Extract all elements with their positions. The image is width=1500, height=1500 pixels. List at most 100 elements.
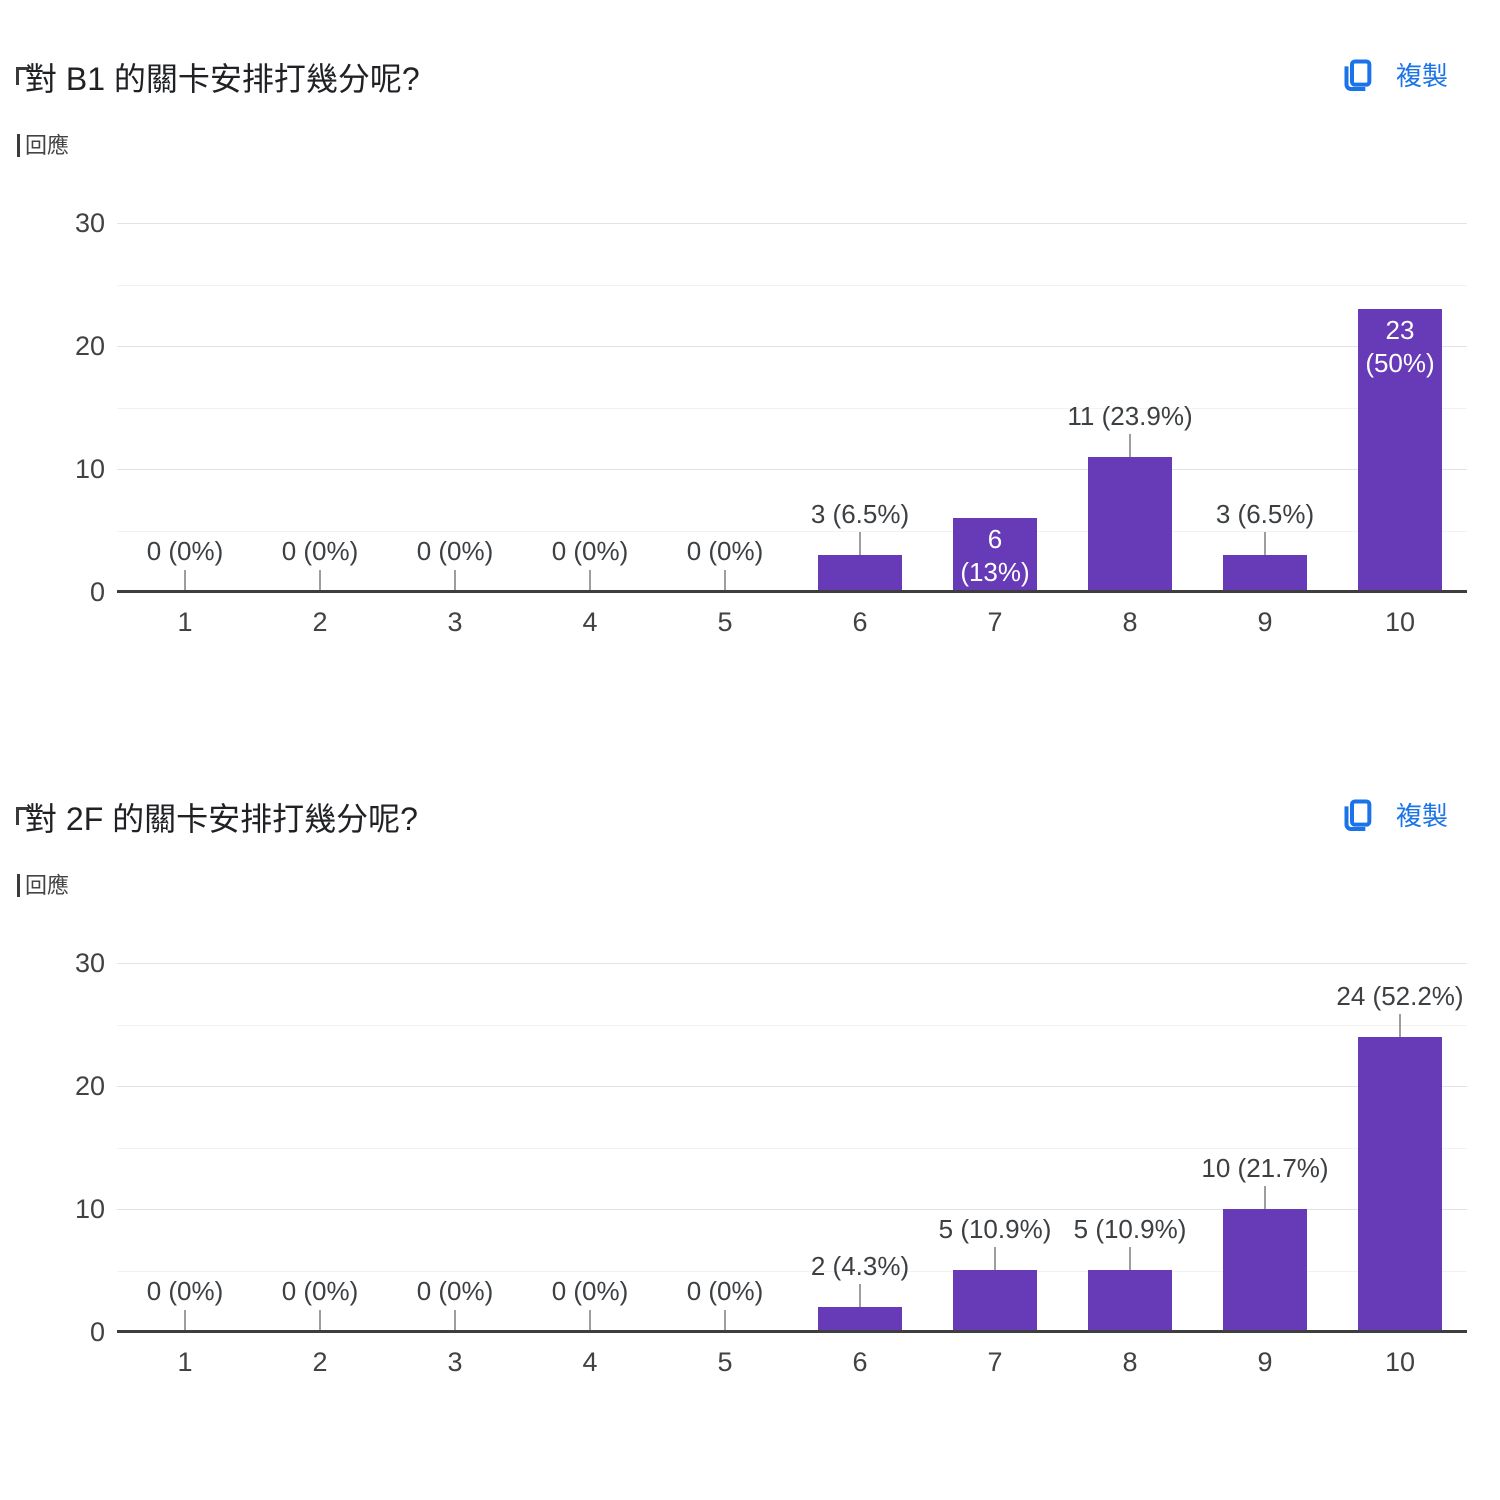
label-callout-line: [589, 1310, 591, 1332]
bar-value-label: 6 (13%): [960, 524, 1030, 587]
bar[interactable]: [1223, 555, 1307, 592]
bar-value-label: 0 (0%): [146, 536, 224, 566]
label-callout-line: [319, 570, 321, 592]
x-axis-tick-label: 9: [1257, 1347, 1273, 1377]
bar[interactable]: [1358, 309, 1442, 592]
bar-value-label: 10 (21.7%): [1201, 1153, 1329, 1183]
x-axis-tick-label: 7: [987, 1347, 1003, 1377]
label-callout-line: [184, 570, 186, 592]
copy-button[interactable]: 複製: [1336, 50, 1448, 102]
copy-icon: [1336, 795, 1376, 837]
y-axis-tick-label: 30: [74, 948, 105, 978]
label-callout-line: [1129, 434, 1131, 457]
x-axis-tick-label: 1: [177, 607, 193, 637]
copy-button-label: 複製: [1395, 61, 1448, 91]
y-axis-tick-label: 20: [74, 331, 105, 361]
grid-line: [117, 1209, 1467, 1210]
y-axis-tick-label: 20: [74, 1071, 105, 1101]
question-title: 對 2F 的關卡安排打幾分呢?: [25, 801, 418, 837]
bar-value-label: 3 (6.5%): [1215, 499, 1315, 529]
x-axis-tick-label: 4: [582, 1347, 598, 1377]
question-summary-card: 對 B1 的關卡安排打幾分呢? 複製 回應 0 10 20 30 1 0 (0%) 2 0 (…: [0, 0, 1500, 740]
grid-line: [117, 1148, 1467, 1149]
x-axis-tick-label: 3: [447, 607, 463, 637]
x-axis-tick-label: 5: [717, 607, 733, 637]
label-callout-line: [589, 570, 591, 592]
bar-value-label: 2 (4.3%): [810, 1251, 910, 1281]
grid-line: [117, 346, 1467, 347]
label-callout-line: [1129, 1247, 1131, 1270]
bar-value-label: 24 (52.2%): [1336, 981, 1464, 1011]
clipped-text-fragment: [17, 134, 20, 157]
label-callout-line: [994, 1247, 996, 1270]
x-axis-line: [117, 590, 1467, 593]
y-axis-tick-label: 10: [74, 454, 105, 484]
y-axis-tick-label: 10: [74, 1194, 105, 1224]
bar[interactable]: [1223, 1209, 1307, 1332]
bar-value-label: 0 (0%): [146, 1276, 224, 1306]
y-axis-tick-label: 30: [74, 208, 105, 238]
responses-count-label: 回應: [25, 873, 70, 898]
copy-button-label: 複製: [1395, 801, 1448, 831]
x-axis-tick-label: 5: [717, 1347, 733, 1377]
x-axis-tick-label: 8: [1122, 1347, 1138, 1377]
bar-value-label: 11 (23.9%): [1067, 401, 1193, 431]
grid-line: [117, 963, 1467, 964]
label-callout-line: [724, 570, 726, 592]
bar[interactable]: [818, 1307, 902, 1332]
x-axis-tick-label: 3: [447, 1347, 463, 1377]
x-axis-tick-label: 2: [312, 607, 328, 637]
grid-line: [117, 1086, 1467, 1087]
y-axis-tick-label: 0: [89, 577, 105, 607]
question-summary-card: 對 2F 的關卡安排打幾分呢? 複製 回應 0 10 20 30 1 0 (0%) 2 0 (…: [0, 740, 1500, 1500]
label-callout-line: [1399, 1014, 1401, 1037]
bar-value-label: 0 (0%): [551, 536, 629, 566]
y-axis-tick-label: 0: [89, 1317, 105, 1347]
label-callout-line: [1264, 532, 1266, 555]
bar-value-label: 0 (0%): [551, 1276, 629, 1306]
question-title: 對 B1 的關卡安排打幾分呢?: [25, 61, 420, 97]
x-axis-line: [117, 1330, 1467, 1333]
bar-value-label: 0 (0%): [686, 1276, 764, 1306]
bar-value-label: 0 (0%): [416, 1276, 494, 1306]
bar-value-label: 23 (50%): [1365, 315, 1435, 378]
label-callout-line: [724, 1310, 726, 1332]
grid-line: [117, 1025, 1467, 1026]
label-callout-line: [184, 1310, 186, 1332]
bar[interactable]: [953, 518, 1037, 592]
x-axis-tick-label: 4: [582, 607, 598, 637]
grid-line: [117, 469, 1467, 470]
label-callout-line: [319, 1310, 321, 1332]
clipped-text-fragment: [16, 807, 29, 825]
x-axis-tick-label: 6: [852, 607, 868, 637]
bar[interactable]: [1088, 457, 1172, 592]
bar[interactable]: [1358, 1037, 1442, 1332]
bar-value-label: 5 (10.9%): [1073, 1214, 1187, 1244]
label-callout-line: [859, 1284, 861, 1307]
label-callout-line: [454, 570, 456, 592]
bar-value-label: 0 (0%): [281, 1276, 359, 1306]
clipped-text-fragment: [16, 67, 29, 85]
label-callout-line: [454, 1310, 456, 1332]
x-axis-tick-label: 1: [177, 1347, 193, 1377]
grid-line: [117, 285, 1467, 286]
bar[interactable]: [1088, 1270, 1172, 1332]
grid-line: [117, 1271, 1467, 1272]
grid-line: [117, 531, 1467, 532]
copy-button[interactable]: 複製: [1336, 790, 1448, 842]
bar-value-label: 3 (6.5%): [810, 499, 910, 529]
x-axis-tick-label: 7: [987, 607, 1003, 637]
grid-line: [117, 223, 1467, 224]
x-axis-tick-label: 10: [1384, 1347, 1416, 1377]
bar-value-label: 5 (10.9%): [938, 1214, 1052, 1244]
clipped-text-fragment: [17, 874, 20, 897]
label-callout-line: [1264, 1186, 1266, 1209]
copy-icon: [1336, 55, 1376, 97]
x-axis-tick-label: 8: [1122, 607, 1138, 637]
bar-chart: 0 10 20 30 1 0 (0%) 2 0 (0%) 3 0 (0%) 4 0 (0%) 5 0 (0…: [75, 208, 1467, 637]
bar-value-label: 0 (0%): [686, 536, 764, 566]
bar[interactable]: [953, 1270, 1037, 1332]
bar[interactable]: [818, 555, 902, 592]
bar-value-label: 0 (0%): [281, 536, 359, 566]
bar-chart: 0 10 20 30 1 0 (0%) 2 0 (0%) 3 0 (0%) 4 0 (0%) 5 0 (0…: [75, 948, 1467, 1377]
